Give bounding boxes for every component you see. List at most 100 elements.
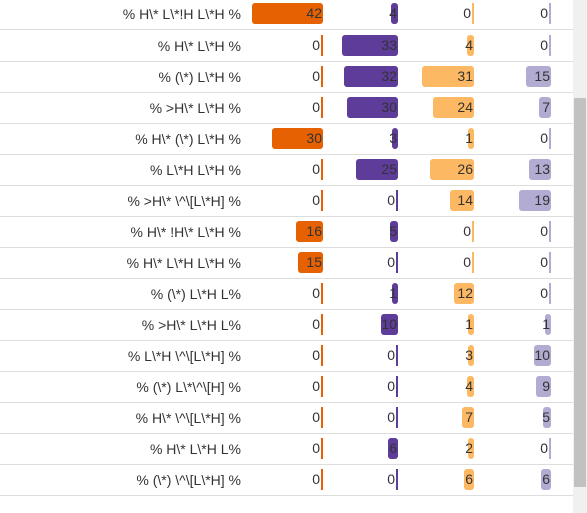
value-text: 14 xyxy=(457,192,473,208)
value-cell: 7 xyxy=(479,93,551,123)
value-text: 0 xyxy=(312,316,320,332)
value-cell: 1 xyxy=(479,310,551,340)
value-cell: 0 xyxy=(251,93,323,123)
value-cell: 0 xyxy=(251,155,323,185)
row-label: % (\*) L\*H % xyxy=(158,69,241,85)
table-row: % H\* L\*!H L\*H % 42 4 0 0 xyxy=(0,0,573,30)
value-cell: 0 xyxy=(251,372,323,402)
value-cell: 0 xyxy=(326,186,398,216)
row-label: % >H\* \^\[L\*H] % xyxy=(127,193,241,209)
value-bar xyxy=(252,3,323,24)
value-cell: 19 xyxy=(479,186,551,216)
value-text: 6 xyxy=(465,471,473,487)
value-text: 31 xyxy=(457,68,473,84)
value-text: 5 xyxy=(542,409,550,425)
value-cell: 5 xyxy=(479,403,551,433)
value-bar xyxy=(388,438,398,459)
value-bar xyxy=(526,66,551,87)
value-cell: 0 xyxy=(479,0,551,29)
value-bar xyxy=(467,376,474,397)
row-label: % H\* L\*H L\*H % xyxy=(126,255,241,271)
value-cell: 9 xyxy=(479,372,551,402)
value-cell: 6 xyxy=(402,465,474,495)
value-text: 0 xyxy=(463,223,471,239)
value-bar xyxy=(472,252,474,273)
value-bar xyxy=(549,252,551,273)
value-cell: 33 xyxy=(326,31,398,61)
value-text: 5 xyxy=(389,223,397,239)
value-cell: 30 xyxy=(251,124,323,154)
value-cell: 31 xyxy=(402,62,474,92)
value-bar xyxy=(321,314,323,335)
value-text: 0 xyxy=(540,223,548,239)
row-label: % H\* L\*H % xyxy=(157,38,241,54)
value-cell: 0 xyxy=(251,186,323,216)
value-text: 0 xyxy=(387,378,395,394)
table-row: % H\* L\*H L% 0 6 2 0 xyxy=(0,434,573,465)
row-label: % L\*H L\*H % xyxy=(149,162,241,178)
value-text: 30 xyxy=(306,130,322,146)
value-bar xyxy=(549,283,551,304)
value-cell: 0 xyxy=(326,341,398,371)
value-cell: 14 xyxy=(402,186,474,216)
value-bar xyxy=(347,97,398,118)
value-bar xyxy=(468,345,474,366)
value-text: 0 xyxy=(312,440,320,456)
table-row: % H\* L\*H L\*H % 15 0 0 0 xyxy=(0,248,573,279)
value-text: 0 xyxy=(312,409,320,425)
value-bar xyxy=(356,159,398,180)
value-cell: 15 xyxy=(251,248,323,278)
vertical-scrollbar[interactable] xyxy=(573,0,587,513)
value-bar xyxy=(529,159,551,180)
scrollbar-thumb[interactable] xyxy=(574,98,586,487)
value-bar xyxy=(433,97,474,118)
value-cell: 0 xyxy=(479,279,551,309)
table-row: % >H\* L\*H L% 0 10 1 1 xyxy=(0,310,573,341)
value-text: 15 xyxy=(306,254,322,270)
value-bar xyxy=(543,407,551,428)
value-cell: 2 xyxy=(402,434,474,464)
value-cell: 1 xyxy=(402,310,474,340)
value-text: 30 xyxy=(381,99,397,115)
value-bar xyxy=(321,35,323,56)
row-label: % L\*H \^\[L\*H] % xyxy=(127,348,241,364)
row-label: % (\*) L\*\^\[H] % xyxy=(136,379,241,395)
value-bar xyxy=(321,376,323,397)
value-bar xyxy=(272,128,323,149)
value-cell: 0 xyxy=(251,465,323,495)
value-cell: 30 xyxy=(326,93,398,123)
row-label: % >H\* L\*H L% xyxy=(141,317,241,333)
value-text: 0 xyxy=(387,192,395,208)
value-text: 12 xyxy=(457,285,473,301)
value-text: 32 xyxy=(381,68,397,84)
value-bar xyxy=(454,283,474,304)
value-text: 0 xyxy=(312,378,320,394)
value-text: 19 xyxy=(534,192,550,208)
value-cell: 4 xyxy=(402,372,474,402)
value-cell: 0 xyxy=(326,403,398,433)
value-bar xyxy=(534,345,551,366)
value-text: 4 xyxy=(389,5,397,21)
value-text: 10 xyxy=(534,347,550,363)
value-bar xyxy=(468,438,474,459)
value-text: 2 xyxy=(465,440,473,456)
value-cell: 0 xyxy=(479,434,551,464)
value-text: 0 xyxy=(312,347,320,363)
value-bar xyxy=(468,128,474,149)
value-cell: 6 xyxy=(479,465,551,495)
row-label: % H\* (\*) L\*H % xyxy=(135,131,241,147)
value-bar xyxy=(344,66,398,87)
table-row: % (\*) L\*\^\[H] % 0 0 4 9 xyxy=(0,372,573,403)
row-label: % H\* L\*!H L\*H % xyxy=(122,6,241,22)
value-text: 0 xyxy=(312,37,320,53)
table-row: % H\* !H\* L\*H % 16 5 0 0 xyxy=(0,217,573,248)
value-bar xyxy=(462,407,474,428)
value-bar xyxy=(390,221,398,242)
value-cell: 0 xyxy=(251,62,323,92)
value-cell: 0 xyxy=(326,465,398,495)
value-bar xyxy=(321,438,323,459)
value-cell: 4 xyxy=(402,31,474,61)
value-cell: 5 xyxy=(326,217,398,247)
value-cell: 1 xyxy=(402,124,474,154)
value-cell: 0 xyxy=(479,124,551,154)
